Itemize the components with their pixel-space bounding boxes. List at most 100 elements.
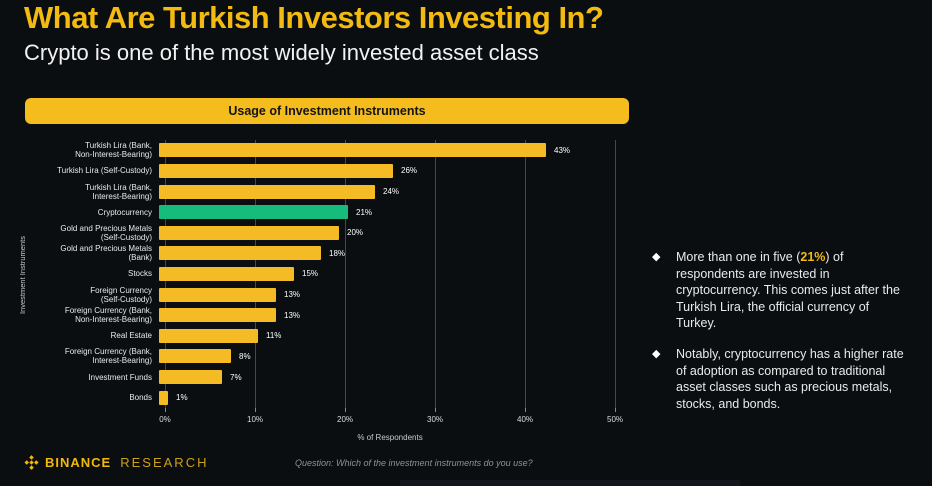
bar-area: 11% <box>159 328 630 343</box>
value-label: 24% <box>383 187 400 197</box>
chart-row: Turkish Lira (Self-Custody) 26% <box>25 161 630 182</box>
insight-1-highlight: 21% <box>800 250 826 264</box>
insight-text-1: More than one in five (21%) of responden… <box>676 249 908 332</box>
category-label: Investment Funds <box>88 372 152 382</box>
category-label: Real Estate <box>110 331 152 341</box>
bar-area: 24% <box>159 184 630 199</box>
value-label: 21% <box>356 207 373 217</box>
category-label: Gold and Precious Metals (Self-Custody) <box>60 223 152 242</box>
bar-area: 1% <box>159 390 630 405</box>
x-tick-label: 20% <box>336 415 354 424</box>
category-label: Bonds <box>129 393 152 403</box>
bar-area: 26% <box>159 163 630 178</box>
x-tick-label: 0% <box>159 415 171 424</box>
chart-title: Usage of Investment Instruments <box>228 104 426 118</box>
brand-name-binance: BINANCE <box>45 455 112 470</box>
bar-area: 18% <box>159 246 630 261</box>
x-tick-mark <box>255 408 256 412</box>
bar-area: 20% <box>159 225 630 240</box>
x-tick-mark <box>165 408 166 412</box>
bar <box>159 349 231 364</box>
bar <box>159 225 339 240</box>
chart-row: Investment Funds 7% <box>25 367 630 388</box>
bar-area: 8% <box>159 349 630 364</box>
bottom-strip <box>400 480 740 486</box>
chart-rows: Turkish Lira (Bank, Non-Interest-Bearing… <box>25 140 630 408</box>
x-tick-mark <box>345 408 346 412</box>
chart-row: Foreign Currency (Bank, Interest-Bearing… <box>25 346 630 367</box>
chart-row: Real Estate 11% <box>25 325 630 346</box>
bar-cryptocurrency-highlight <box>159 205 348 220</box>
chart-row: Stocks 15% <box>25 264 630 285</box>
value-label: 7% <box>230 372 242 382</box>
category-label: Turkish Lira (Bank, Non-Interest-Bearing… <box>75 141 152 160</box>
insight-bullet-1: ◆ More than one in five (21%) of respond… <box>652 249 908 332</box>
insight-bullet-2: ◆ Notably, cryptocurrency has a higher r… <box>652 346 908 412</box>
chart-row: Foreign Currency (Self-Custody) 13% <box>25 284 630 305</box>
x-tick-mark <box>435 408 436 412</box>
bar <box>159 163 393 178</box>
value-label: 1% <box>176 393 188 403</box>
bar-area: 15% <box>159 266 630 281</box>
chart-row: Cryptocurrency 21% <box>25 202 630 223</box>
bar <box>159 266 294 281</box>
x-tick-mark <box>525 408 526 412</box>
category-label: Cryptocurrency <box>97 207 152 217</box>
survey-question-note: Question: Which of the investment instru… <box>295 458 533 468</box>
value-label: 20% <box>347 228 364 238</box>
page-subtitle: Crypto is one of the most widely investe… <box>24 40 539 65</box>
diamond-bullet-icon: ◆ <box>652 348 661 360</box>
value-label: 8% <box>239 351 251 361</box>
value-label: 13% <box>284 290 301 300</box>
category-label: Foreign Currency (Bank, Interest-Bearing… <box>64 347 152 366</box>
x-axis-title: % of Respondents <box>357 433 423 442</box>
binance-logo-icon <box>24 455 39 470</box>
chart-row: Turkish Lira (Bank, Interest-Bearing) 24% <box>25 181 630 202</box>
x-axis: 0% 10% 20% 30% 40% 50% <box>25 408 630 434</box>
x-tick-label: 50% <box>606 415 624 424</box>
grid-line <box>525 140 526 408</box>
bar <box>159 390 168 405</box>
grid-line <box>435 140 436 408</box>
bar-area: 13% <box>159 287 630 302</box>
chart-row: Turkish Lira (Bank, Non-Interest-Bearing… <box>25 140 630 161</box>
category-label: Gold and Precious Metals (Bank) <box>60 244 152 263</box>
chart-title-banner: Usage of Investment Instruments <box>25 98 629 124</box>
x-tick-label: 10% <box>246 415 264 424</box>
bar <box>159 143 546 158</box>
insight-1-prefix: More than one in five ( <box>676 250 801 264</box>
insight-1-suffix: ) of respondents are invested in cryptoc… <box>676 250 900 330</box>
bar-area: 43% <box>159 143 630 158</box>
bar <box>159 308 276 323</box>
bar-chart: Turkish Lira (Bank, Non-Interest-Bearing… <box>25 140 630 408</box>
chart-row: Gold and Precious Metals (Self-Custody) 2… <box>25 222 630 243</box>
insight-2-text: Notably, cryptocurrency has a higher rat… <box>676 347 904 411</box>
bar-area: 21% <box>159 205 630 220</box>
category-label: Stocks <box>127 269 152 279</box>
x-tick-mark <box>615 408 616 412</box>
bar-area: 7% <box>159 370 630 384</box>
bar <box>159 246 321 261</box>
brand-name-research: RESEARCH <box>120 455 209 470</box>
x-tick-label: 40% <box>516 415 534 424</box>
diamond-bullet-icon: ◆ <box>652 251 661 263</box>
bar-area: 13% <box>159 308 630 323</box>
bar <box>159 328 258 343</box>
category-label: Turkish Lira (Bank, Interest-Bearing) <box>85 182 152 201</box>
grid-line <box>345 140 346 408</box>
value-label: 26% <box>401 166 418 176</box>
insight-text-2: Notably, cryptocurrency has a higher rat… <box>676 346 908 412</box>
grid-line <box>615 140 616 408</box>
chart-row: Foreign Currency (Bank, Non-Interest-Bea… <box>25 305 630 326</box>
value-label: 13% <box>284 310 301 320</box>
bar <box>159 370 222 384</box>
x-tick-label: 30% <box>426 415 444 424</box>
category-label: Foreign Currency (Bank, Non-Interest-Bea… <box>64 306 152 325</box>
value-label: 43% <box>554 145 571 155</box>
page-title: What Are Turkish Investors Investing In? <box>24 0 604 35</box>
chart-row: Bonds 1% <box>25 387 630 408</box>
category-label: Turkish Lira (Self-Custody) <box>57 166 152 176</box>
binance-research-brand: BINANCE RESEARCH <box>24 455 208 470</box>
value-label: 11% <box>266 331 282 341</box>
bar <box>159 184 375 199</box>
